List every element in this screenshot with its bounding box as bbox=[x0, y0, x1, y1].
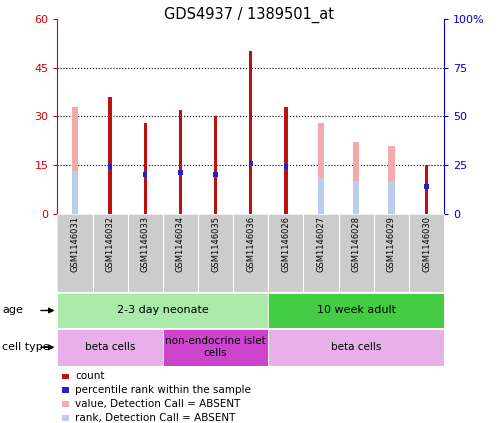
Text: GSM1146030: GSM1146030 bbox=[422, 216, 431, 272]
Text: 10 week adult: 10 week adult bbox=[317, 305, 396, 316]
Text: count: count bbox=[75, 371, 105, 382]
Bar bbox=[144, 123, 147, 214]
Bar bbox=[318, 123, 324, 214]
Text: age: age bbox=[2, 305, 23, 316]
Text: GSM1146031: GSM1146031 bbox=[70, 216, 79, 272]
Bar bbox=[143, 172, 147, 177]
Bar bbox=[163, 329, 268, 366]
Bar bbox=[179, 110, 182, 214]
Text: GSM1146027: GSM1146027 bbox=[316, 216, 325, 272]
Text: GDS4937 / 1389501_at: GDS4937 / 1389501_at bbox=[165, 6, 334, 22]
Text: GSM1146026: GSM1146026 bbox=[281, 216, 290, 272]
Bar bbox=[425, 184, 429, 189]
Text: 2-3 day neonate: 2-3 day neonate bbox=[117, 305, 209, 316]
Bar bbox=[108, 97, 112, 214]
Bar bbox=[57, 293, 268, 328]
Text: GSM1146035: GSM1146035 bbox=[211, 216, 220, 272]
Bar bbox=[249, 52, 252, 214]
Bar bbox=[353, 181, 359, 214]
Bar bbox=[214, 172, 218, 177]
Bar bbox=[268, 293, 444, 328]
Bar bbox=[318, 177, 324, 214]
Text: GSM1146033: GSM1146033 bbox=[141, 216, 150, 272]
Bar bbox=[284, 165, 288, 169]
Text: GSM1146036: GSM1146036 bbox=[246, 216, 255, 272]
Text: GSM1146029: GSM1146029 bbox=[387, 216, 396, 272]
Bar bbox=[72, 107, 78, 214]
Bar bbox=[268, 329, 444, 366]
Bar bbox=[214, 116, 218, 214]
Bar bbox=[57, 329, 163, 366]
Bar bbox=[425, 165, 428, 214]
Text: rank, Detection Call = ABSENT: rank, Detection Call = ABSENT bbox=[75, 413, 236, 423]
Bar bbox=[72, 171, 78, 214]
Text: GSM1146034: GSM1146034 bbox=[176, 216, 185, 272]
Bar bbox=[353, 142, 359, 214]
Text: value, Detection Call = ABSENT: value, Detection Call = ABSENT bbox=[75, 399, 241, 409]
Bar bbox=[284, 107, 287, 214]
Text: GSM1146032: GSM1146032 bbox=[106, 216, 115, 272]
Text: beta cells: beta cells bbox=[331, 342, 381, 352]
Bar bbox=[178, 170, 183, 175]
Text: non-endocrine islet
cells: non-endocrine islet cells bbox=[165, 336, 266, 358]
Text: cell type: cell type bbox=[2, 342, 50, 352]
Text: beta cells: beta cells bbox=[85, 342, 135, 352]
Bar bbox=[249, 161, 253, 165]
Text: GSM1146028: GSM1146028 bbox=[352, 216, 361, 272]
Bar bbox=[388, 146, 395, 214]
Text: percentile rank within the sample: percentile rank within the sample bbox=[75, 385, 251, 396]
Bar bbox=[388, 181, 395, 214]
Bar bbox=[108, 165, 112, 169]
